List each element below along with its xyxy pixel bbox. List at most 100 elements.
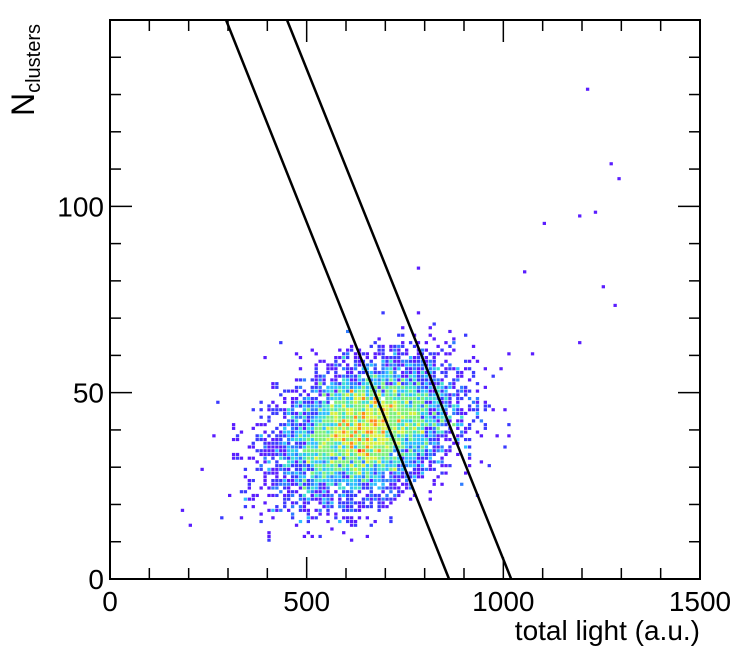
heatmap-bin [381, 434, 385, 438]
heatmap-bin [334, 467, 338, 471]
heatmap-bin [357, 348, 362, 352]
heatmap-bin [357, 378, 362, 382]
heatmap-bin [432, 356, 436, 360]
heatmap-bin [401, 341, 405, 345]
heatmap-bin [259, 408, 263, 412]
heatmap-bin [401, 445, 405, 449]
heatmap-bin [401, 430, 405, 434]
heatmap-bin [275, 385, 279, 389]
heatmap-bin [346, 452, 350, 457]
heatmap-bin [397, 359, 401, 363]
heatmap-bin [420, 382, 425, 386]
heatmap-bin [310, 464, 314, 468]
heatmap-bin [314, 493, 318, 498]
heatmap-bin [369, 475, 373, 479]
heatmap-bin [318, 475, 322, 479]
heatmap-bin [416, 452, 421, 457]
heatmap-bin [381, 344, 385, 348]
heatmap-bin [397, 415, 401, 419]
heatmap-bin [377, 337, 381, 341]
heatmap-bin [467, 408, 472, 412]
heatmap-bin [361, 367, 366, 371]
heatmap-bin [251, 478, 255, 483]
heatmap-bin [373, 475, 377, 479]
heatmap-bin [401, 363, 405, 367]
heatmap-bin [275, 445, 279, 449]
heatmap-bin [306, 460, 310, 464]
heatmap-bin [385, 437, 389, 442]
heatmap-bin [416, 341, 421, 345]
heatmap-bin [353, 385, 358, 389]
heatmap-bin [369, 449, 373, 453]
heatmap-bin [456, 374, 460, 378]
heatmap-bin [424, 426, 428, 430]
heatmap-bin [440, 460, 444, 464]
heatmap-bin [432, 400, 436, 404]
heatmap-bin [357, 486, 362, 490]
heatmap-bin [326, 497, 330, 501]
heatmap-bin [381, 490, 385, 494]
heatmap-bin [338, 519, 342, 524]
heatmap-bin [334, 411, 338, 416]
heatmap-bin [381, 482, 385, 486]
heatmap-bin [255, 460, 259, 464]
heatmap-bin [298, 460, 303, 464]
heatmap-bin [330, 423, 334, 427]
heatmap-bin [322, 382, 326, 386]
heatmap-bin [436, 382, 440, 386]
heatmap-bin [334, 445, 338, 449]
heatmap-bin [310, 348, 314, 352]
heatmap-bin [393, 356, 397, 360]
heatmap-bin [334, 356, 338, 360]
heatmap-bin [322, 378, 326, 382]
heatmap-bin [334, 415, 338, 419]
heatmap-bin [381, 478, 385, 483]
heatmap-bin [424, 378, 428, 382]
heatmap-bin [369, 464, 373, 468]
heatmap-bin [420, 400, 425, 404]
heatmap-bin [267, 404, 271, 408]
heatmap-bin [452, 385, 456, 389]
heatmap-bin [357, 423, 362, 427]
heatmap-bin [346, 456, 350, 460]
heatmap-bin [432, 415, 436, 419]
heatmap-bin [373, 434, 377, 438]
heatmap-bin [424, 445, 428, 449]
heatmap-bin [275, 486, 279, 490]
heatmap-bin [397, 426, 401, 430]
heatmap-bin [338, 348, 342, 352]
heatmap-bin [267, 531, 271, 535]
heatmap-bin [353, 419, 358, 423]
heatmap-bin [294, 475, 299, 479]
heatmap-bin [385, 359, 389, 363]
heatmap-bin [318, 415, 322, 419]
heatmap-bin [346, 434, 350, 438]
heatmap-bin [377, 396, 381, 401]
heatmap-bin [353, 363, 358, 367]
heatmap-bin [294, 482, 299, 486]
heatmap-bin [349, 344, 354, 348]
heatmap-bin [460, 408, 464, 412]
heatmap-bin [322, 471, 326, 475]
heatmap-bin [424, 341, 428, 345]
heatmap-bin [412, 475, 417, 479]
heatmap-bin [444, 400, 448, 404]
heatmap-bin [460, 423, 464, 427]
heatmap-bin [357, 478, 362, 483]
heatmap-bin [287, 471, 291, 475]
heatmap-bin [287, 419, 291, 423]
heatmap-bin [259, 423, 263, 427]
heatmap-bin [416, 456, 421, 460]
heatmap-bin [349, 408, 354, 412]
heatmap-bin [338, 389, 342, 393]
heatmap-bin [452, 348, 456, 352]
heatmap-bin [349, 475, 354, 479]
heatmap-bin [401, 437, 405, 442]
heatmap-bin [310, 430, 314, 434]
heatmap-bin [385, 408, 389, 412]
heatmap-bin [290, 490, 295, 494]
heatmap-bin [373, 456, 377, 460]
heatmap-bin [416, 352, 421, 356]
heatmap-bin [408, 423, 413, 427]
